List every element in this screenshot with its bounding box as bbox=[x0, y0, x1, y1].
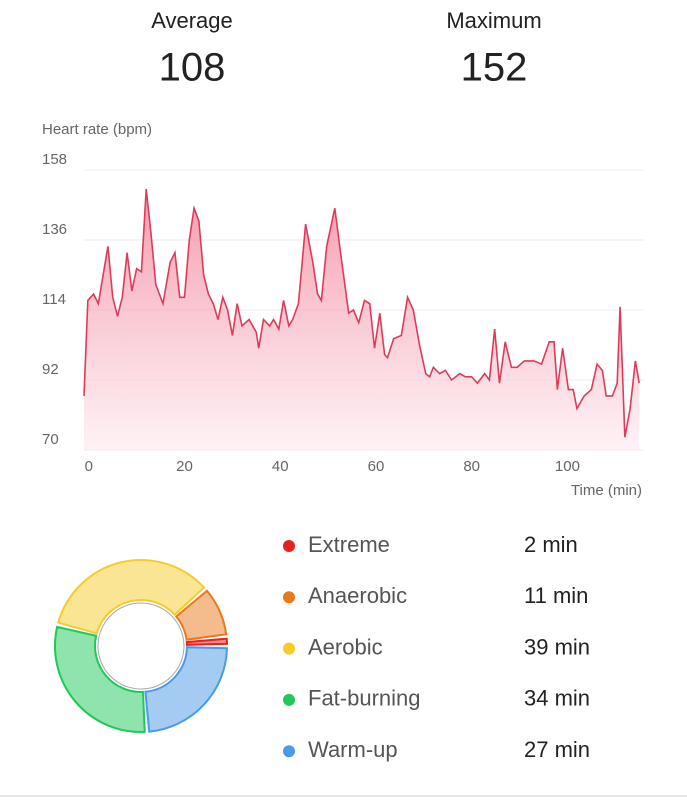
donut-hole bbox=[97, 602, 185, 690]
zone-segment bbox=[57, 559, 206, 635]
heart-rate-line bbox=[83, 189, 641, 438]
maximum-label: Maximum bbox=[446, 8, 541, 33]
legend-label: Extreme bbox=[308, 532, 390, 557]
x-tick-label: 0 bbox=[85, 458, 93, 475]
legend-dot bbox=[283, 745, 295, 758]
legend-label: Fat-burning bbox=[308, 686, 421, 711]
zone-segment bbox=[185, 637, 228, 646]
legend-label: Aerobic bbox=[308, 634, 383, 659]
legend-dot bbox=[283, 591, 295, 604]
y-tick-label: 114 bbox=[42, 291, 66, 308]
y-tick-label: 70 bbox=[42, 431, 59, 448]
zone-duration: 34 min bbox=[524, 686, 590, 711]
y-axis-label: Heart rate (bpm) bbox=[42, 121, 152, 138]
zone-segment bbox=[54, 625, 146, 733]
average-value: 108 bbox=[159, 46, 226, 90]
x-tick-label: 100 bbox=[555, 458, 580, 475]
legend-dot bbox=[283, 642, 295, 655]
zone-segment bbox=[144, 646, 228, 733]
legend-label: Anaerobic bbox=[308, 583, 407, 608]
x-tick-label: 40 bbox=[272, 458, 289, 475]
x-tick-label: 80 bbox=[463, 458, 480, 475]
x-tick-label: 20 bbox=[176, 458, 193, 475]
legend-dot bbox=[283, 693, 295, 706]
average-label: Average bbox=[151, 8, 233, 33]
zone-duration: 27 min bbox=[524, 737, 590, 762]
legend-dot bbox=[283, 540, 295, 552]
y-tick-label: 92 bbox=[42, 361, 59, 378]
zone-segment bbox=[174, 589, 228, 641]
heart-rate-area bbox=[84, 189, 640, 450]
legend-label: Warm-up bbox=[308, 737, 398, 762]
x-axis-label: Time (min) bbox=[571, 482, 642, 499]
zone-duration: 2 min bbox=[524, 532, 578, 557]
zone-duration: 11 min bbox=[524, 583, 588, 608]
zone-duration: 39 min bbox=[524, 634, 590, 659]
x-tick-label: 60 bbox=[368, 458, 385, 475]
y-tick-label: 158 bbox=[42, 151, 67, 168]
y-tick-label: 136 bbox=[42, 221, 67, 238]
maximum-value: 152 bbox=[461, 46, 528, 90]
